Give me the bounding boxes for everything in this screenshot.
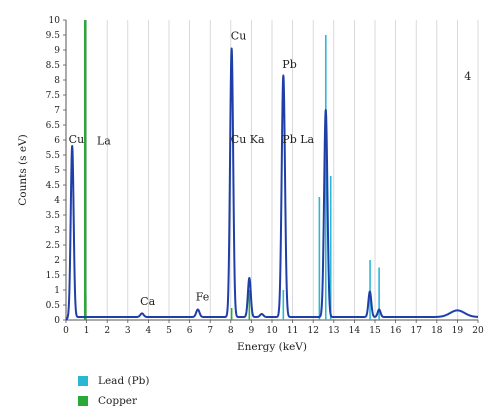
x-tick-label: 12 (307, 326, 318, 336)
y-tick-label: 8 (54, 76, 60, 86)
x-tick-label: 8 (228, 326, 234, 336)
peak-label: Pb (282, 58, 296, 71)
panel-label: 4 (464, 70, 471, 83)
x-tick-label: 4 (146, 326, 152, 336)
y-tick-label: 6.5 (46, 121, 61, 131)
x-tick-label: 19 (452, 326, 464, 336)
y-tick-label: 4 (54, 196, 60, 206)
x-tick-label: 17 (410, 326, 422, 336)
x-tick-label: 13 (328, 326, 340, 336)
x-tick-label: 6 (187, 326, 193, 336)
chart-canvas: 0 0.5 1 1.5 2 2.5 3 3.5 4 4.5 5 5.5 6 6.5 7 7.5 8 8.5 9 9.5… (17, 16, 484, 353)
legend: Lead (Pb) Copper (78, 372, 150, 412)
spectrum-line (65, 47, 479, 321)
y-tick-label: 0.5 (46, 301, 61, 311)
x-tick-label: 3 (125, 326, 131, 336)
y-tick-label: 0 (54, 316, 60, 326)
peak-label: Ca (140, 295, 155, 308)
legend-label-copper: Copper (98, 394, 138, 407)
legend-label-lead: Lead (Pb) (98, 374, 150, 387)
y-tick-label: 9 (54, 46, 60, 56)
peak-label: Fe (196, 291, 210, 304)
x-tick-label: 11 (287, 326, 298, 336)
y-tick-label: 10 (49, 16, 61, 26)
x-tick-label: 1 (84, 326, 90, 336)
x-tick-label: 15 (369, 326, 381, 336)
x-tick-label: 5 (166, 326, 172, 336)
y-tick-label: 2.5 (46, 241, 61, 251)
legend-swatch-lead (78, 375, 88, 386)
y-tick-label: 7 (54, 106, 60, 116)
peak-label: Pb La (282, 133, 314, 146)
y-tick-label: 9.5 (46, 31, 61, 41)
y-tick-label: 4.5 (46, 181, 61, 191)
legend-swatch-copper (78, 395, 88, 406)
y-tick-label: 5.5 (46, 151, 61, 161)
y-tick-label: 6 (54, 136, 60, 146)
x-tick-label: 0 (63, 326, 69, 336)
y-tick-label: 7.5 (46, 91, 61, 101)
x-tick-label: 14 (349, 326, 361, 336)
y-tick-label: 1.5 (46, 271, 61, 281)
peak-label: Cu (231, 30, 247, 43)
y-tick-label: 1 (54, 286, 60, 296)
x-tick-label: 16 (390, 326, 402, 336)
y-tick-label: 8.5 (46, 61, 61, 71)
legend-item-copper: Copper (78, 392, 150, 409)
x-tick-label: 7 (207, 326, 213, 336)
x-tick-label: 10 (266, 326, 278, 336)
peak-label: La (97, 135, 111, 148)
y-axis-title: Counts (s eV) (17, 134, 29, 206)
peak-label: Cu Ka (231, 133, 265, 146)
x-axis-title: Energy (keV) (237, 341, 307, 353)
y-tick-label: 2 (54, 256, 60, 266)
y-tick-label: 3.5 (46, 211, 61, 221)
x-tick-label: 9 (249, 326, 255, 336)
x-tick-label: 2 (104, 326, 110, 336)
y-tick-label: 5 (54, 166, 60, 176)
x-tick-label: 20 (472, 326, 484, 336)
peak-label: Cu (69, 133, 85, 146)
legend-item-lead: Lead (Pb) (78, 372, 150, 389)
x-tick-label: 18 (431, 326, 443, 336)
y-tick-label: 3 (54, 226, 60, 236)
